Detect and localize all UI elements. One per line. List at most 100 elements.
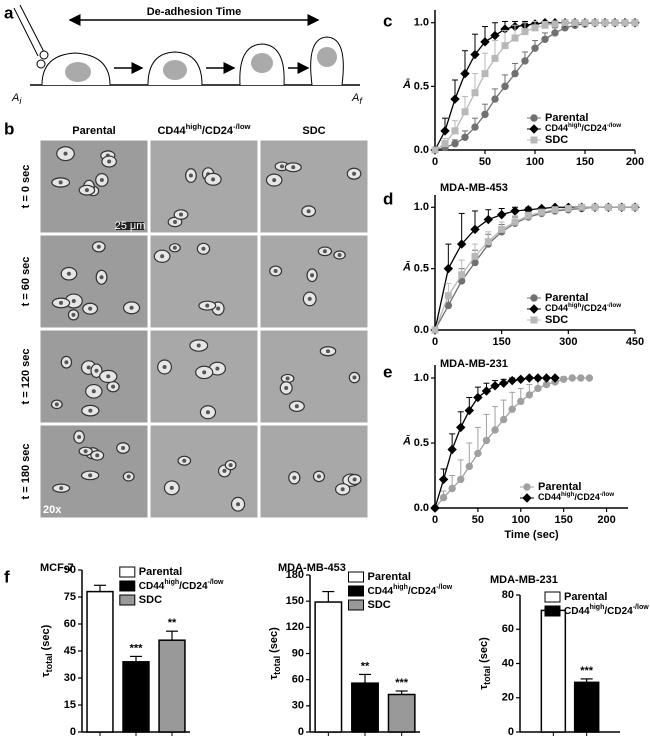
legend-label: SDC (545, 134, 568, 146)
chart-title: MDA-MB-231 (440, 358, 508, 370)
cell-core (285, 376, 290, 381)
cell-core (352, 171, 357, 176)
y-tick-label: 60 (64, 618, 76, 630)
cell-core (279, 164, 284, 169)
chart-title: MDA-MB-453 (440, 182, 508, 194)
legend-marker (522, 493, 532, 503)
nucleus (317, 47, 337, 67)
cell-core (162, 364, 167, 369)
cell-core (188, 173, 193, 178)
data-point (591, 19, 599, 27)
legend-marker (529, 304, 539, 314)
x-axis-label: Time (sec) (504, 529, 559, 541)
panel-letter: f (4, 567, 10, 586)
data-point (491, 95, 499, 103)
x-tick-label: 450 (626, 336, 644, 348)
legend-label: CD44high/CD24-/low (564, 604, 649, 617)
data-point (611, 19, 619, 27)
y-tick-label: 0.5 (414, 263, 429, 275)
data-point (631, 203, 639, 211)
cell-core (126, 474, 131, 479)
y-label-sub: total (44, 653, 54, 672)
cell-core (172, 245, 177, 250)
cell-core (71, 312, 76, 317)
data-point (510, 206, 520, 216)
legend-swatch (348, 585, 364, 597)
y-label-unit: (sec) (40, 624, 52, 650)
data-point (443, 263, 454, 274)
a-f-letter: A (351, 92, 359, 104)
y-axis-label: Ā (402, 261, 411, 273)
bar (387, 693, 416, 733)
cell-core (205, 303, 210, 308)
data-point (431, 326, 439, 334)
data-point (604, 203, 612, 211)
superscript: high (393, 584, 408, 591)
bead (36, 59, 46, 69)
legend-label: CD44high/CD24-/low (545, 302, 621, 314)
pipette (13, 7, 39, 57)
text-part: CD44 (545, 303, 568, 313)
text-part: /CD24 (581, 303, 607, 313)
superscript: high (568, 302, 581, 309)
row-label: t = 180 sec (20, 444, 32, 500)
superscript: -/low (607, 122, 621, 129)
series-line (434, 206, 635, 331)
y-axis-label: Ā (402, 435, 411, 447)
text-part: CD44 (545, 123, 568, 133)
cell-core (352, 375, 357, 380)
data-point (456, 422, 466, 433)
data-point (618, 203, 626, 211)
data-point (517, 397, 525, 406)
superscript: -/low (607, 302, 621, 309)
data-point (499, 415, 508, 424)
significance: *** (580, 665, 594, 677)
cell-core (83, 449, 88, 454)
cell-core (63, 151, 68, 156)
text-part: /CD24 (179, 581, 208, 592)
magnification: 20x (43, 504, 62, 516)
cell-core (179, 212, 184, 217)
x-tick-label: 50 (472, 514, 484, 526)
y-tick-label: 1.0 (414, 201, 429, 213)
cell-core (236, 502, 241, 507)
y-tick-label: 0 (508, 726, 514, 738)
column-header: Parental (72, 125, 115, 137)
data-point (551, 206, 559, 214)
cell-core (292, 475, 297, 480)
text-part: /CD24 (581, 123, 607, 133)
y-tick-label: 30 (292, 700, 304, 712)
data-point (451, 139, 459, 148)
nucleus (65, 62, 91, 82)
data-point (461, 108, 469, 116)
data-point (450, 94, 460, 104)
data-point (498, 225, 506, 233)
data-point (464, 405, 475, 416)
y-tick-label: 90 (64, 564, 76, 576)
data-point (470, 49, 480, 60)
y-tick-label: 30 (64, 672, 76, 684)
cell-core (316, 474, 321, 479)
x-tick-label: 100 (526, 156, 544, 168)
legend-label: SDC (368, 599, 391, 611)
cell-core (307, 296, 312, 301)
cell-core (99, 275, 104, 280)
data-point (511, 218, 519, 226)
y-label-symbol: τ (40, 672, 52, 677)
text-part: CD44 (564, 606, 590, 617)
bar (122, 661, 150, 733)
data-point (470, 224, 480, 235)
superscript: high (568, 122, 581, 129)
y-tick-label: 20 (502, 692, 514, 704)
text-part: /CD24 (202, 125, 234, 137)
row-label: t = 120 sec (20, 349, 32, 405)
cell-core (96, 244, 101, 249)
legend-swatch (119, 566, 136, 578)
legend-label: SDC (545, 314, 568, 326)
data-point (440, 126, 450, 136)
x-tick-label: 150 (554, 514, 572, 526)
data-point (511, 69, 519, 78)
cell-core (325, 349, 330, 354)
data-point (471, 252, 479, 260)
